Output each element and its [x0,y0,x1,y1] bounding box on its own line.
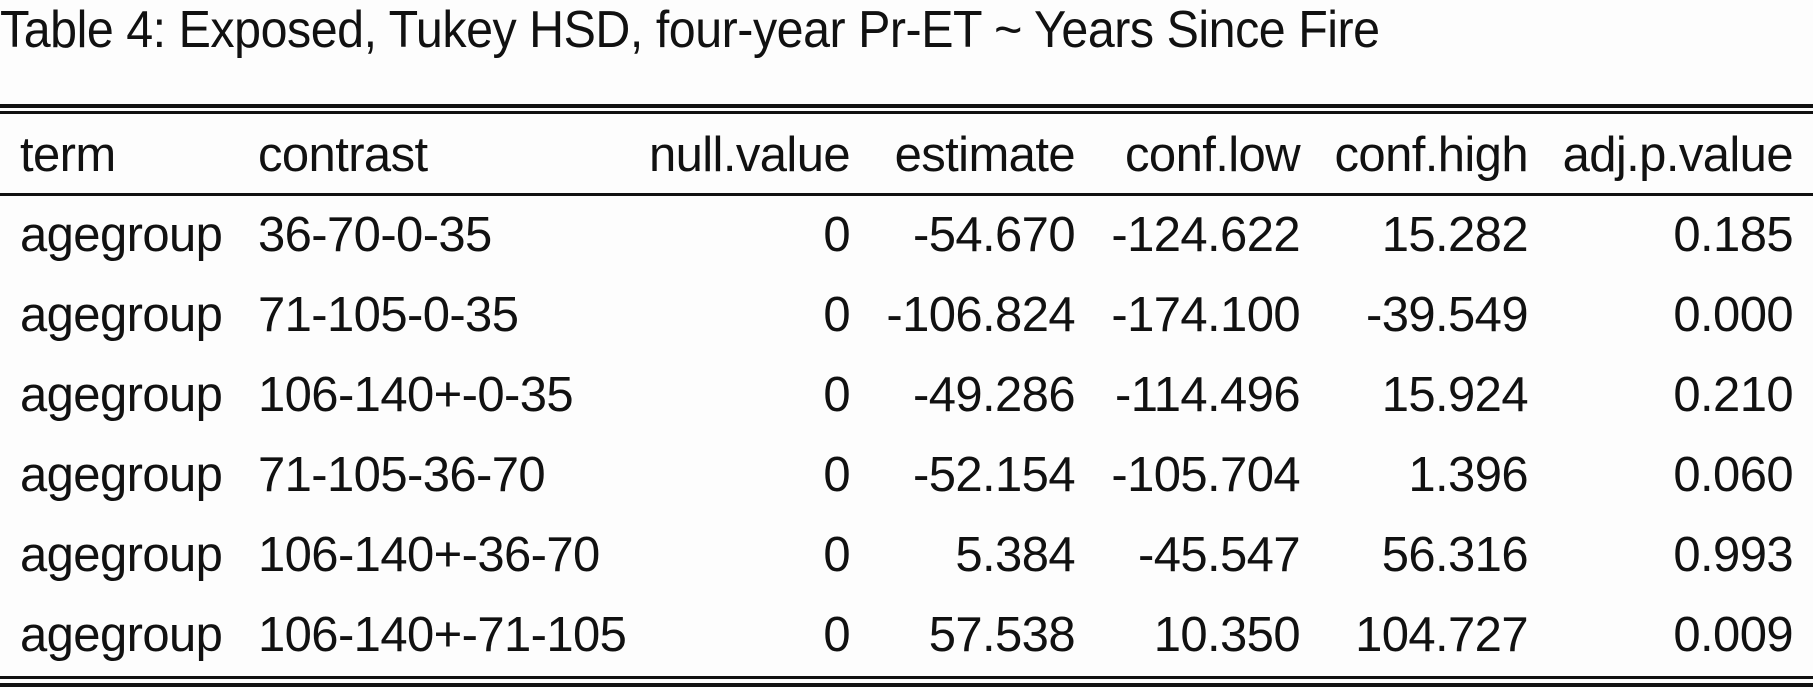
cell-null-value: 0 [823,368,850,422]
table-row: agegroup 71-105-36-70 0 -52.154 -105.704… [0,435,1813,515]
cell-term: agegroup [20,288,223,342]
cell-estimate: -52.154 [913,448,1076,502]
cell-conf-high: 15.282 [1381,208,1529,262]
cell-contrast: 71-105-0-35 [258,288,519,342]
cell-conf-low: -114.496 [1114,368,1301,422]
cell-conf-high: 56.316 [1381,528,1529,582]
cell-term: agegroup [20,448,223,502]
col-header-term: term [20,127,116,182]
cell-term: agegroup [20,208,223,262]
cell-contrast: 71-105-36-70 [258,448,546,502]
bottom-rule-inner [0,676,1813,679]
cell-adj-p-value: 0.210 [1673,368,1793,422]
cell-adj-p-value: 0.000 [1673,288,1793,342]
cell-contrast: 36-70-0-35 [258,208,492,262]
cell-null-value: 0 [823,208,850,262]
top-rule-inner [0,111,1813,114]
col-header-conf-low: conf.low [1125,127,1301,182]
cell-adj-p-value: 0.185 [1673,208,1793,262]
table-row: agegroup 106-140+-36-70 0 5.384 -45.547 … [0,515,1813,595]
cell-estimate: 5.384 [955,528,1075,582]
cell-null-value: 0 [823,448,850,502]
col-header-adj-p-value: adj.p.value [1562,127,1794,182]
cell-term: agegroup [20,608,223,662]
cell-conf-high: 104.727 [1355,608,1529,662]
cell-conf-low: -105.704 [1111,448,1300,502]
header-rule [0,193,1813,196]
cell-conf-low: -124.622 [1111,208,1300,262]
cell-null-value: 0 [823,608,850,662]
tukey-hsd-table: term contrast null.value estimate conf.l… [0,114,1813,675]
cell-null-value: 0 [823,528,850,582]
cell-conf-low: 10.350 [1153,608,1301,662]
col-header-estimate: estimate [894,127,1076,182]
cell-estimate: -54.670 [913,208,1076,262]
table-row: agegroup 71-105-0-35 0 -106.824 -174.100… [0,275,1813,355]
table-caption: Table 4: Exposed, Tukey HSD, four-year P… [0,1,1380,59]
cell-estimate: 57.538 [928,608,1076,662]
table-row: agegroup 106-140+-71-105 0 57.538 10.350… [0,595,1813,675]
cell-adj-p-value: 0.009 [1673,608,1793,662]
cell-conf-high: 1.396 [1408,448,1528,502]
cell-contrast: 106-140+-0-35 [258,368,574,422]
cell-term: agegroup [20,528,223,582]
table-row: agegroup 106-140+-0-35 0 -49.286 -114.49… [0,355,1813,435]
cell-null-value: 0 [823,288,850,342]
header-row: term contrast null.value estimate conf.l… [0,114,1813,195]
cell-adj-p-value: 0.060 [1673,448,1793,502]
cell-conf-high: -39.549 [1366,288,1529,342]
cell-conf-low: -174.100 [1111,288,1300,342]
cell-adj-p-value: 0.993 [1673,528,1793,582]
cell-estimate: -106.824 [886,288,1075,342]
col-header-conf-high: conf.high [1334,127,1529,182]
cell-contrast: 106-140+-71-105 [258,608,627,662]
col-header-contrast: contrast [258,127,428,182]
cell-contrast: 106-140+-36-70 [258,528,600,582]
table-row: agegroup 36-70-0-35 0 -54.670 -124.622 1… [0,195,1813,275]
col-header-null-value: null.value [648,127,851,182]
cell-conf-low: -45.547 [1138,528,1301,582]
top-rule [0,104,1813,108]
bottom-rule [0,683,1813,687]
cell-conf-high: 15.924 [1381,368,1529,422]
cell-estimate: -49.286 [913,368,1076,422]
cell-term: agegroup [20,368,223,422]
